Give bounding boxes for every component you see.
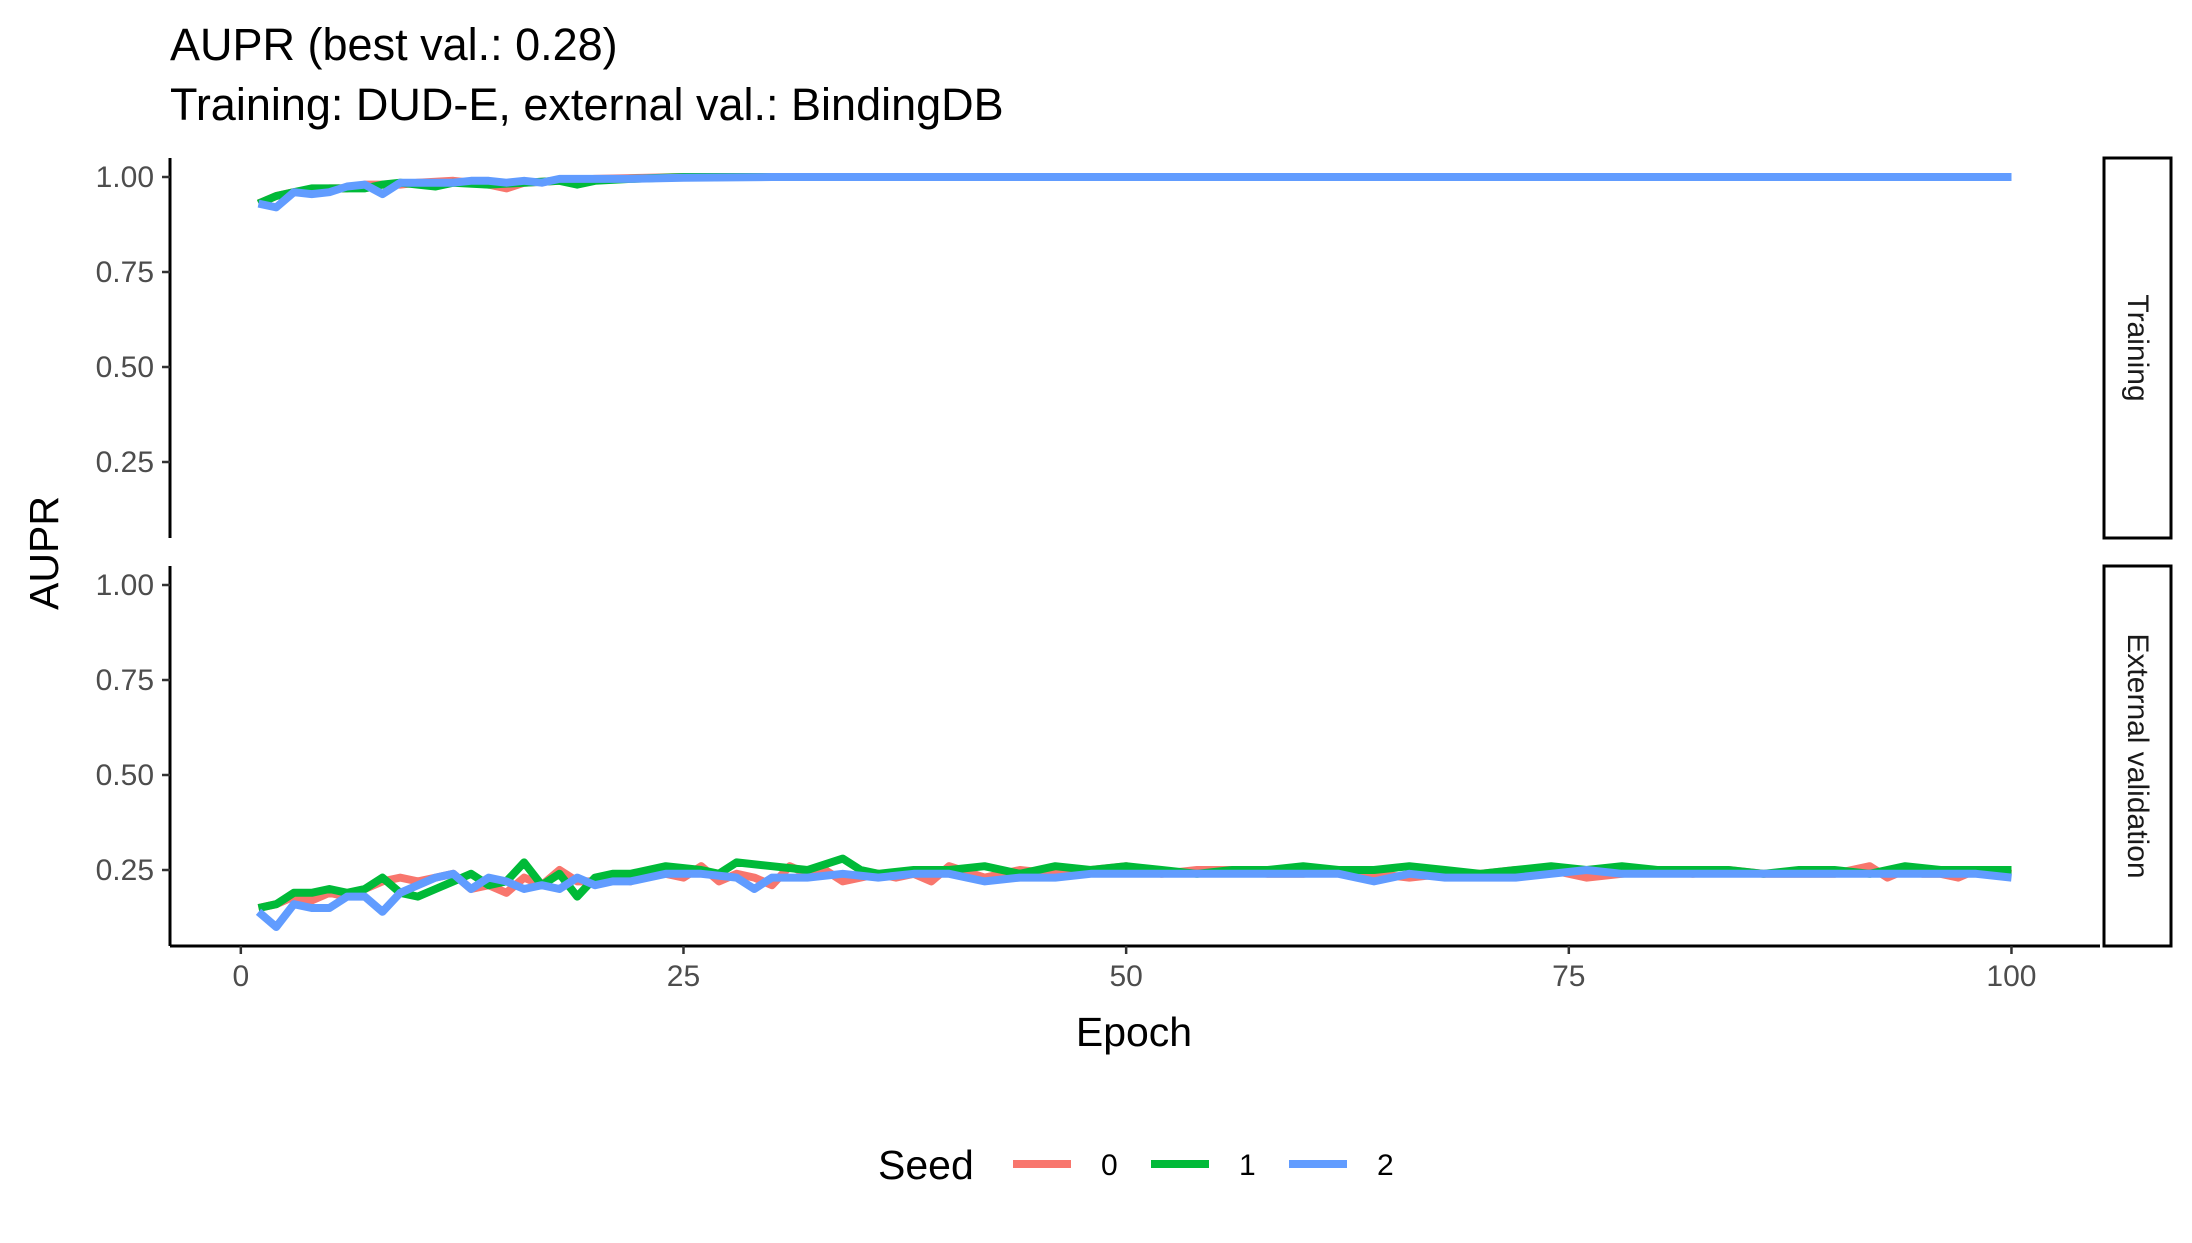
x-tick-label: 75 [1552, 960, 1585, 993]
x-tick-label: 0 [232, 960, 249, 993]
y-tick-label: 0.25 [96, 854, 154, 887]
x-axis-title: Epoch [1076, 1009, 1192, 1055]
chart-title: AUPR (best val.: 0.28) [170, 19, 618, 70]
facet-strip-label: Training [2121, 294, 2154, 401]
facet-strip [2102, 156, 2173, 540]
y-tick-label: 1.00 [96, 569, 154, 602]
y-tick-label: 0.25 [96, 446, 154, 479]
series-line-seed-2 [255, 866, 2012, 931]
facet-strip [2102, 564, 2173, 948]
panel-2: 0.25 0.50 0.75 1.00 External validation [96, 564, 2173, 948]
chart-subtitle: Training: DUD-E, external val.: BindingD… [170, 79, 1004, 130]
legend-label-seed-2: 2 [1377, 1149, 1394, 1182]
panel-1: 0.25 0.50 0.75 1.00 Training [96, 156, 2173, 540]
legend: Seed 0 1 2 [878, 1142, 1394, 1188]
legend-title: Seed [878, 1142, 974, 1188]
y-axis-title: AUPR [21, 496, 67, 610]
y-tick-label: 0.75 [96, 256, 154, 289]
facet-strip-label: External validation [2121, 633, 2154, 878]
x-tick-label: 25 [667, 960, 700, 993]
y-tick-label: 0.50 [96, 351, 154, 384]
series-line-seed-2 [257, 173, 2012, 212]
legend-label-seed-1: 1 [1239, 1149, 1256, 1182]
legend-label-seed-0: 0 [1101, 1149, 1118, 1182]
y-tick-label: 0.75 [96, 664, 154, 697]
y-tick-label: 1.00 [96, 161, 154, 194]
x-tick-label: 50 [1109, 960, 1142, 993]
x-axis: 0 25 50 75 100 [170, 944, 2100, 993]
panels: 0.25 0.50 0.75 1.00 Training 0.25 0.50 0.75 1.00… [96, 156, 2173, 948]
x-tick-label: 100 [1986, 960, 2036, 993]
y-tick-label: 0.50 [96, 759, 154, 792]
